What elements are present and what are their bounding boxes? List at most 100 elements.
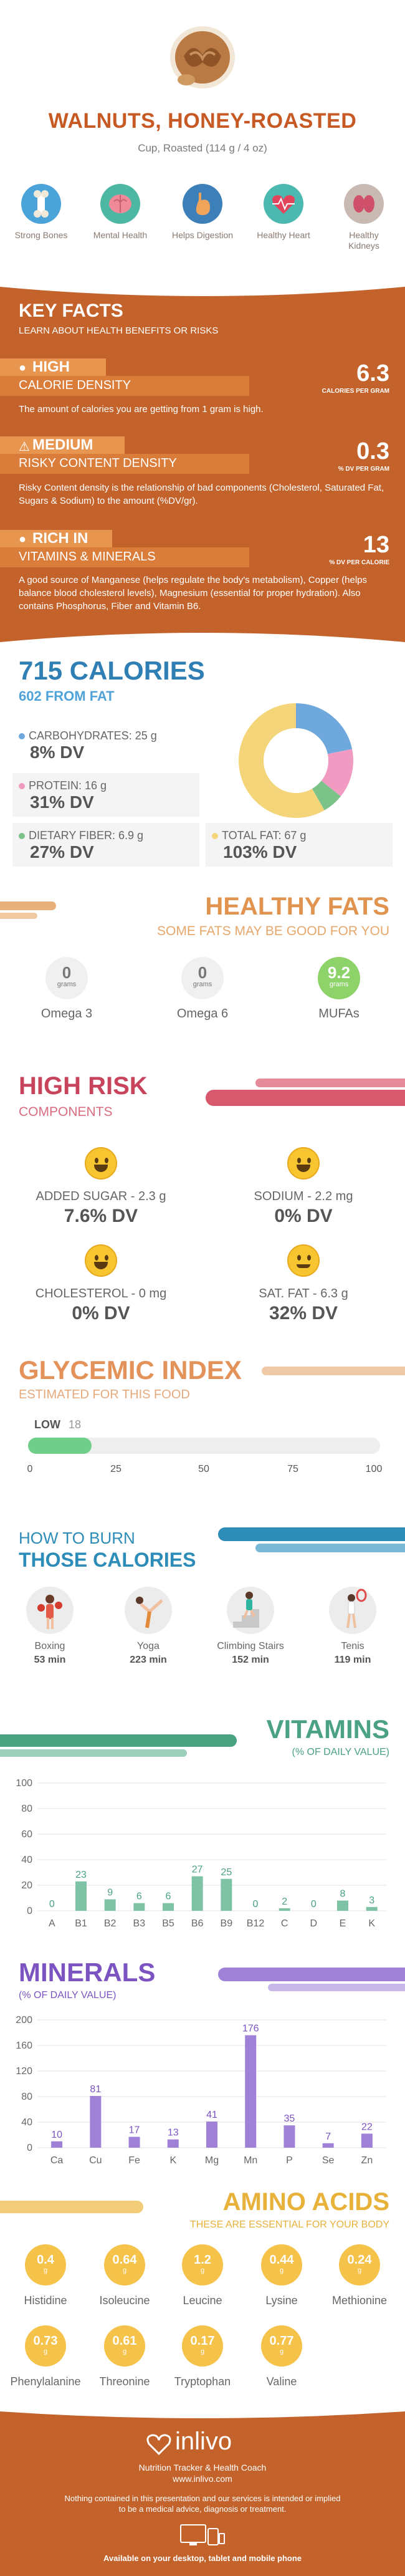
macro-protein: PROTEIN: 16 g 31% DV [12,773,199,817]
activity-minutes: 119 min [334,1655,371,1665]
vitamins-ytick: 60 [21,1829,32,1840]
minerals-ytick: 0 [27,2143,32,2153]
high-risk-title: HIGH RISK [19,1072,148,1100]
vitamins-ytick: 40 [21,1855,32,1865]
fact-unit: % DV PER CALORIE [329,559,389,566]
tennis-icon [329,1587,376,1634]
vitamins-bar [75,1881,87,1911]
vitamins-ytick: 100 [16,1778,32,1789]
smiley-icon [85,1147,117,1180]
vitamins-category-label: B9 [221,1918,233,1929]
vitamins-value-label: 3 [369,1895,374,1906]
minerals-category-label: Se [322,2155,335,2166]
bone-icon [21,184,61,224]
vitamins-value-label: 9 [107,1888,113,1898]
fat-value: 9.2 [327,963,351,982]
minerals-value-label: 7 [325,2131,331,2142]
fact-level: MEDIUM [32,436,93,453]
activity-name: Boxing [34,1641,65,1651]
amino-name: Isoleucine [99,2294,150,2307]
amino-circle: 0.24 g [339,2244,380,2285]
minerals-category-label: Fe [128,2155,140,2166]
benefit-item: Healthy Kidneys [333,184,395,251]
amino-unit: g [279,2267,284,2274]
risk-dv: 0% DV [72,1303,130,1324]
vitamins-value-label: 27 [192,1865,203,1875]
amino-name: Leucine [183,2294,222,2307]
benefit-label: Healthy Kidneys [348,230,379,251]
fat-value-circle: 0 grams [45,957,88,999]
risk-dv: 0% DV [274,1206,333,1226]
donut-slice-protein [239,703,353,818]
minerals-value-label: 13 [168,2128,179,2138]
minerals-ytick: 200 [16,2015,32,2026]
minerals-bar [361,2133,373,2148]
activity-minutes: 152 min [232,1655,269,1665]
benefit-item: Strong Bones [10,184,72,241]
vitamins-bar [163,1903,174,1911]
amino-circle: 0.64 g [104,2244,145,2285]
vitamins-ytick: 80 [21,1804,32,1814]
activity-minutes: 53 min [34,1655,66,1665]
glycemic-tick: 75 [287,1464,298,1474]
fact-ribbon [0,436,249,474]
fact-ribbon [0,530,249,567]
vitamins-bar [366,1906,378,1911]
vitamins-category-label: B1 [75,1918,87,1929]
website-link[interactable]: www.inlivo.com [173,2474,232,2484]
calories-from-fat: 602 FROM FAT [19,688,115,704]
amino-unit: g [200,2267,205,2274]
glycemic-value: 18 [69,1418,82,1431]
vitamins-bar [221,1878,232,1911]
amino-unit: g [43,2267,48,2274]
fat-unit: grams [193,981,212,988]
amino-name: Valine [266,2375,297,2388]
minerals-category-label: Mn [244,2155,257,2166]
high-risk-subtitle: COMPONENTS [19,1105,113,1119]
amino-circle: 0.44 g [261,2244,302,2285]
glycemic-level: LOW [34,1418,60,1431]
minerals-title: MINERALS [19,1958,156,1987]
activity-name: Tenis [341,1641,364,1651]
fact-description: A good source of Manganese (helps regula… [19,575,368,612]
amino-unit: g [43,2348,48,2355]
minerals-bar [128,2136,140,2148]
fact-value: 13 [363,532,389,558]
amino-value: 0.24 [347,2253,372,2267]
inlivo-logo[interactable]: inlivo [146,2428,259,2459]
amino-circle: 0.17 g [182,2325,223,2367]
macro-fiber: DIETARY FIBER: 6.9 g 27% DV [12,823,199,867]
vitamins-title: VITAMINS [266,1714,389,1744]
page-title: WALNUTS, HONEY-ROASTED [48,109,357,133]
benefit-item: Healthy Heart [252,184,315,241]
vitamins-ytick: 0 [27,1906,32,1916]
minerals-bar [322,2143,334,2148]
fact-level: HIGH [32,358,70,375]
vitamins-bar [191,1876,203,1911]
amino-unit: g [122,2267,127,2274]
amino-circle: 1.2 g [182,2244,223,2285]
vitamins-bar [279,1908,290,1911]
fact-level: RICH IN [32,530,88,547]
vitamins-value-label: 0 [49,1899,55,1910]
decor-bar [0,1734,237,1747]
vitamins-category-label: B6 [191,1918,204,1929]
healthy-fats-subtitle: SOME FATS MAY BE GOOD FOR YOU [156,924,389,938]
minerals-value-label: 17 [129,2125,140,2136]
minerals-bar [284,2125,295,2148]
activity-name: Yoga [137,1641,160,1651]
vitamins-value-label: 2 [282,1896,287,1907]
flame-icon: ● [19,361,27,375]
key-facts-title: KEY FACTS [19,300,123,321]
vitamins-bar [104,1899,116,1911]
minerals-category-label: P [286,2155,293,2166]
amino-unit: g [279,2348,284,2355]
fact-category: RISKY CONTENT DENSITY [19,456,177,470]
vitamins-value-label: 0 [253,1899,259,1910]
vitamins-subtitle: (% OF DAILY VALUE) [292,1747,389,1757]
minerals-value-label: 22 [361,2122,373,2132]
risk-label: SAT. FAT - 6.3 g [259,1287,348,1300]
minerals-category-label: K [169,2155,176,2166]
decor-bar [262,1367,405,1375]
glycemic-tick: 0 [27,1464,33,1474]
